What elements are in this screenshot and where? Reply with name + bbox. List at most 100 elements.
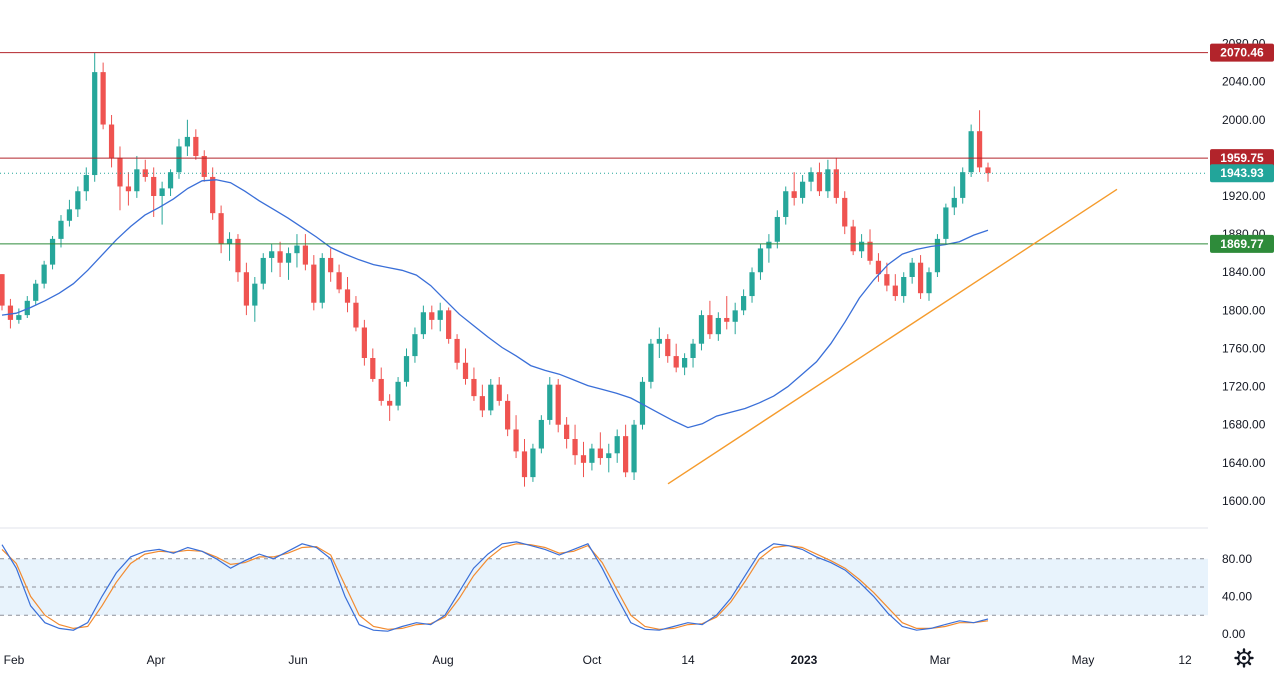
candle-body <box>353 302 359 328</box>
candle-body <box>285 253 292 263</box>
candle <box>159 181 165 225</box>
candle <box>226 232 233 261</box>
candle <box>858 234 865 258</box>
candle <box>648 338 654 389</box>
candle <box>437 302 443 332</box>
candle <box>614 429 620 463</box>
candle <box>210 167 216 220</box>
candle <box>336 264 342 294</box>
candle-body <box>580 455 587 463</box>
candle-body <box>665 338 671 357</box>
resistance-1959-badge: 1959.75 <box>1210 149 1274 168</box>
candle <box>816 162 823 196</box>
candle-body <box>572 439 578 456</box>
candle <box>521 439 528 487</box>
candle-body <box>614 436 620 454</box>
candle <box>471 367 477 401</box>
candle <box>934 234 941 277</box>
candle <box>766 234 772 263</box>
candle-body <box>92 72 98 176</box>
candle <box>749 267 755 303</box>
candle <box>623 424 629 478</box>
candle-body <box>842 197 848 227</box>
candle-body <box>100 72 106 125</box>
candle <box>799 175 806 204</box>
candle <box>311 255 317 311</box>
candle-body <box>715 317 721 335</box>
candle <box>740 289 747 316</box>
candle-body <box>597 448 603 459</box>
candle-body <box>336 272 342 290</box>
oscillator-tick-label: 80.00 <box>1222 552 1252 566</box>
candle <box>631 419 637 480</box>
candle-body <box>134 169 140 192</box>
candle <box>302 234 308 271</box>
candle <box>252 277 258 322</box>
candle-body <box>774 216 780 242</box>
price-tick-label: 1920.00 <box>1222 189 1266 203</box>
candle <box>370 348 376 382</box>
candle <box>16 308 22 324</box>
candle <box>850 219 856 256</box>
candle-body <box>690 343 696 358</box>
candle-body <box>589 448 595 463</box>
candle-body <box>791 191 797 198</box>
candle <box>530 443 536 482</box>
candle <box>707 300 713 339</box>
candle-body <box>985 167 991 174</box>
candle-body <box>159 188 165 196</box>
candle <box>564 417 570 449</box>
candle <box>665 334 671 363</box>
candle <box>243 262 250 316</box>
candle-body <box>968 131 974 173</box>
candle-body <box>125 186 132 192</box>
candle <box>825 159 831 198</box>
candle-body <box>108 124 115 158</box>
candle <box>41 260 47 289</box>
time-tick-label: 2023 <box>791 653 818 667</box>
candle-body <box>917 262 924 294</box>
candle <box>690 338 696 368</box>
price-tick-label: 1680.00 <box>1222 418 1266 432</box>
candle-body <box>33 283 39 301</box>
candle <box>184 119 191 156</box>
candle-body <box>926 272 932 294</box>
moving-average-line <box>1 179 989 429</box>
candle <box>926 267 932 301</box>
candle <box>33 279 39 305</box>
support-1869-badge-label: 1869.77 <box>1220 237 1264 251</box>
candle-body <box>412 334 418 357</box>
candle-body <box>176 146 182 173</box>
time-tick-label: May <box>1072 653 1095 667</box>
candle <box>968 124 974 177</box>
gear-hub <box>1242 656 1246 660</box>
candle-body <box>403 356 410 382</box>
candle <box>572 424 578 465</box>
price-tick-label: 1840.00 <box>1222 265 1266 279</box>
last-price-badge-bg <box>1210 164 1274 183</box>
candle-body <box>682 358 688 368</box>
candle-body <box>302 245 308 265</box>
support-1869-badge: 1869.77 <box>1210 234 1274 253</box>
candle-body <box>901 277 907 297</box>
last-price-badge-label: 1943.93 <box>1220 166 1264 180</box>
candle <box>117 146 123 211</box>
candle-body <box>488 384 494 411</box>
candle-body <box>825 169 831 192</box>
candle <box>260 253 266 290</box>
candle <box>606 443 612 473</box>
candle-body <box>934 238 941 273</box>
candle-body <box>656 338 662 344</box>
candle <box>328 248 334 282</box>
candle <box>724 296 730 330</box>
candle <box>201 150 207 182</box>
time-tick-label: Jun <box>288 653 307 667</box>
candle-body <box>462 362 469 379</box>
time-tick-label: Apr <box>147 653 166 667</box>
candle <box>167 169 174 196</box>
gear-icon[interactable] <box>1234 648 1254 668</box>
candle <box>151 167 157 217</box>
